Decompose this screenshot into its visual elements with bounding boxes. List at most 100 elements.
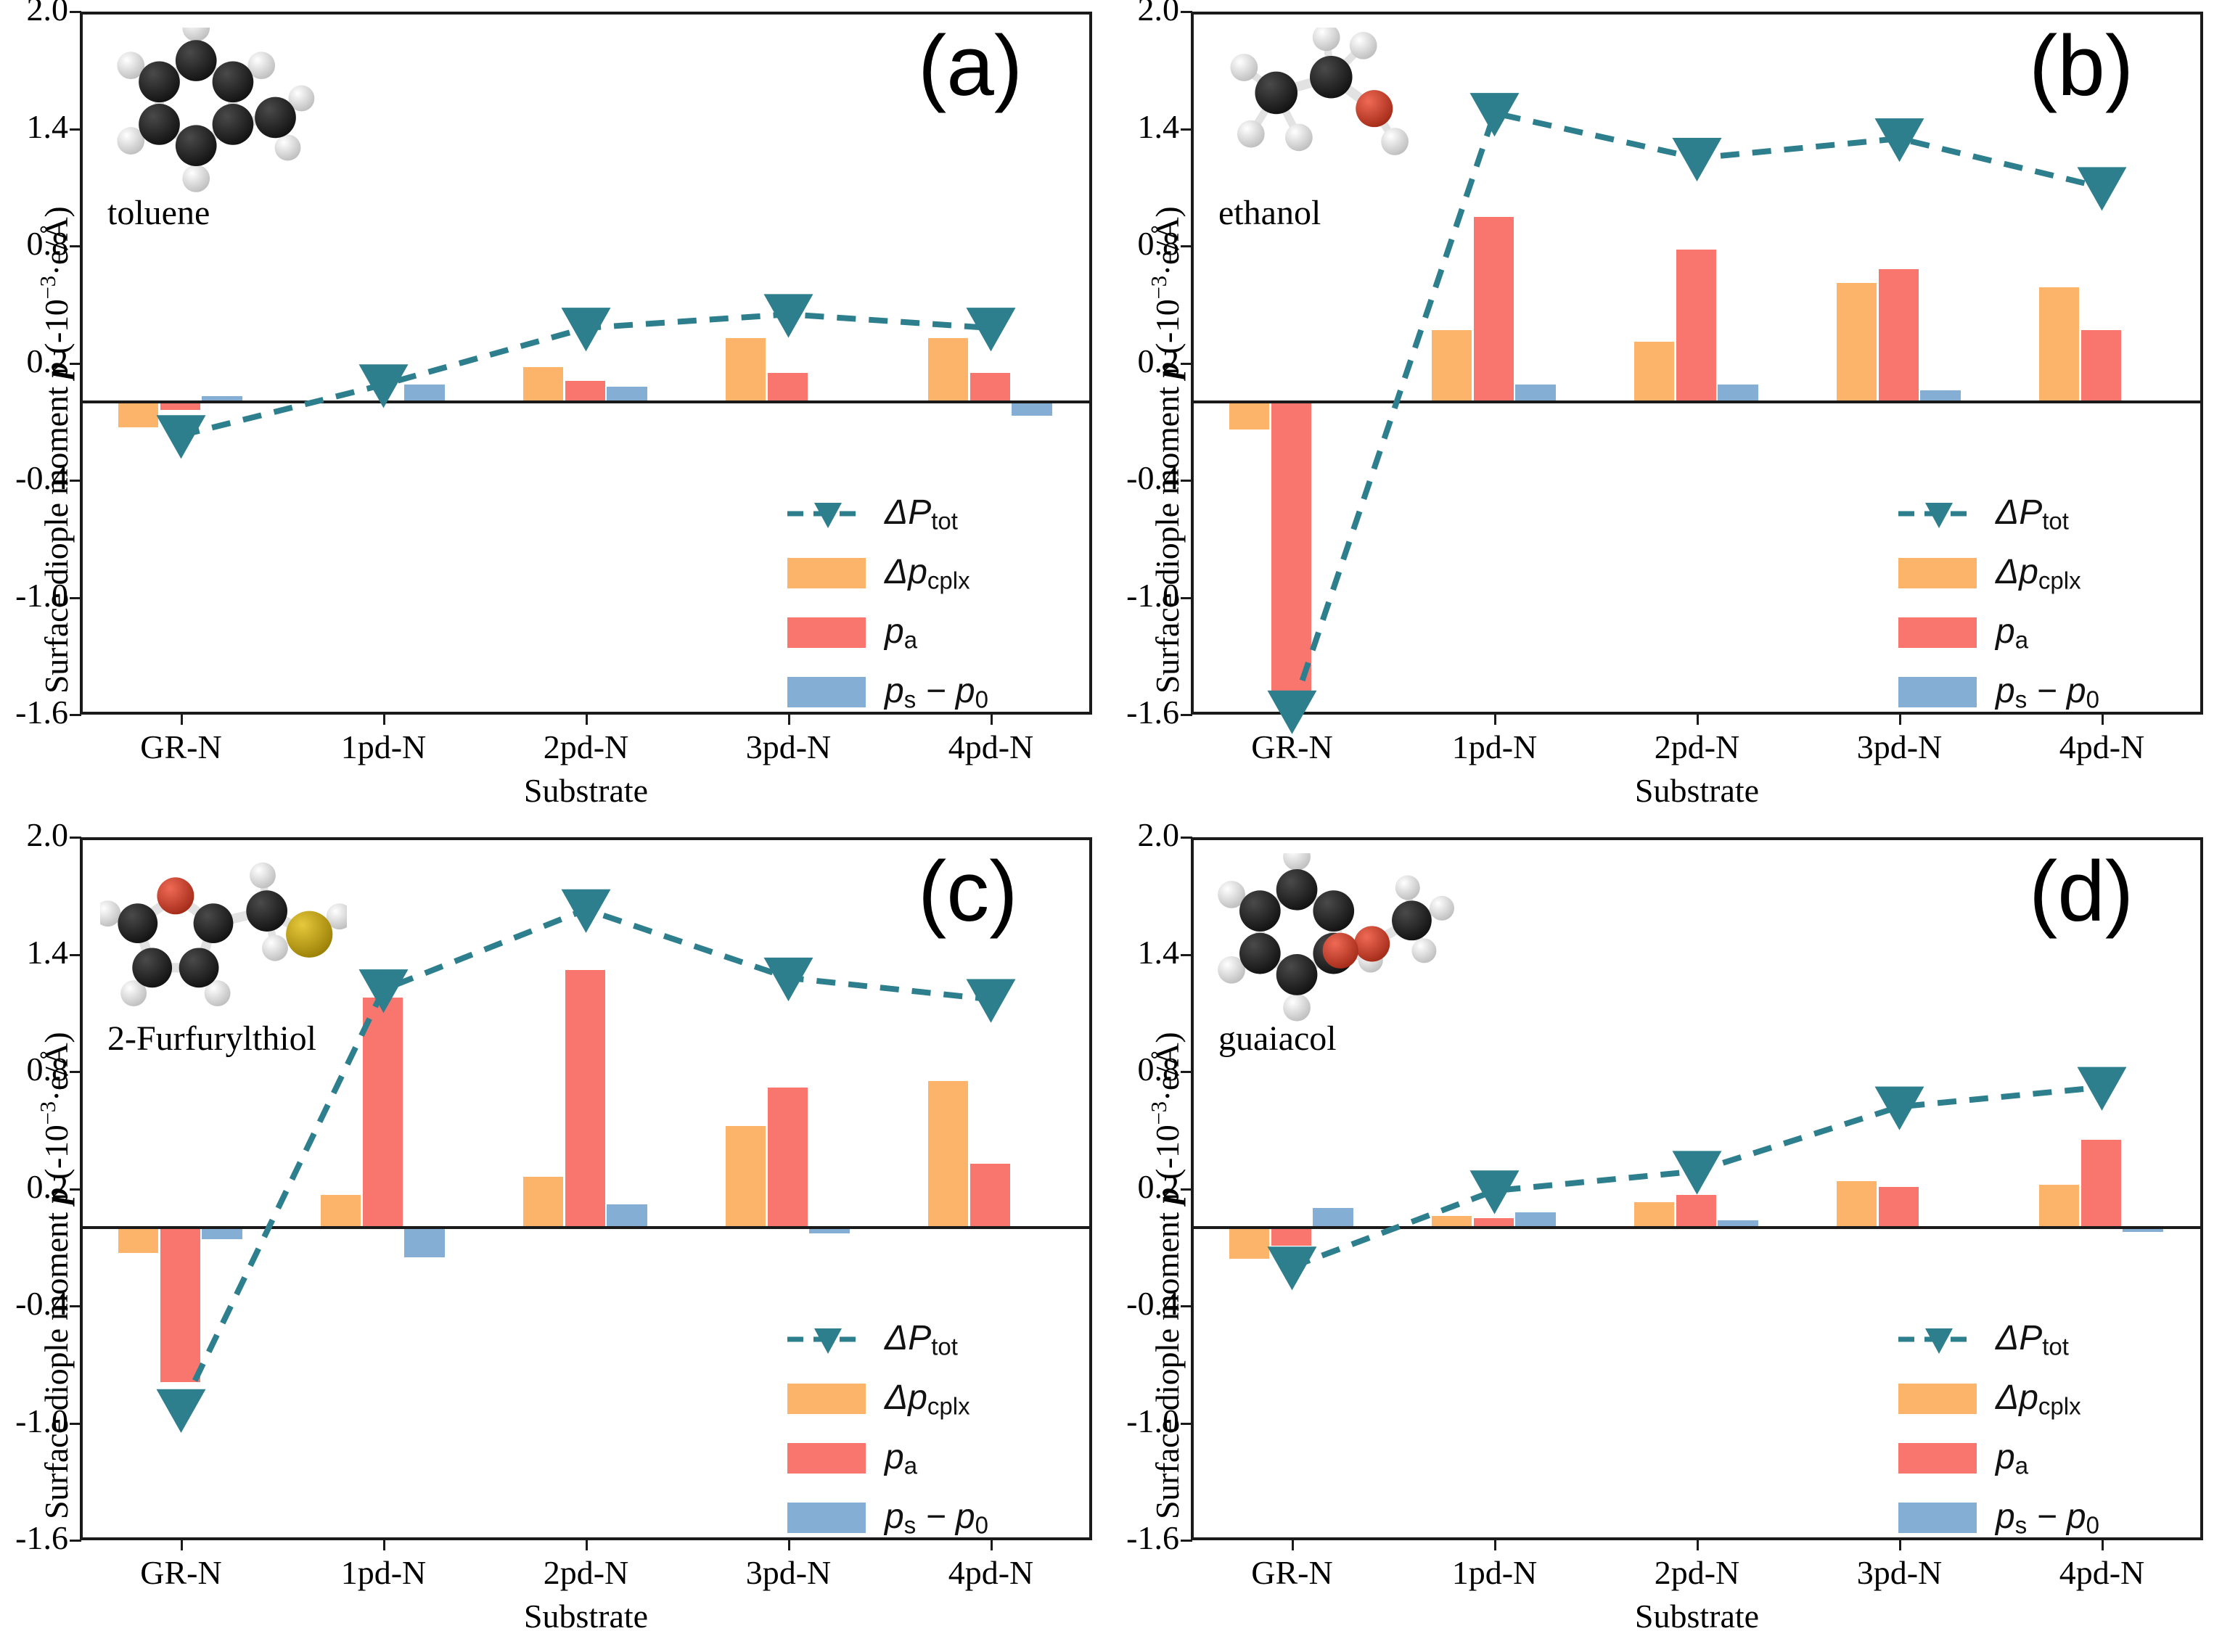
legend-item-ps_p0[interactable]: ps − p0 <box>787 1488 988 1548</box>
legend-label-dpcplx: Δpcplx <box>885 553 970 594</box>
zero-line <box>80 400 1092 404</box>
legend-item-ps_p0[interactable]: ps − p0 <box>1898 1488 2099 1548</box>
y-tick-label: -1.6 <box>15 694 68 731</box>
x-tick-label-4pd-n: 4pd-N <box>948 1554 1034 1591</box>
legend-swatch-dpcplx <box>787 558 866 589</box>
y-tick-label: 0.2 <box>26 342 69 379</box>
legend-swatch-dpcplx <box>1898 558 1977 589</box>
legend-swatch-pa <box>1898 1443 1977 1474</box>
legend-label-dPtot: ΔPtot <box>1996 1319 2069 1360</box>
legend-item-ps_p0[interactable]: ps − p0 <box>787 662 988 722</box>
bar-psp0-2pd-N <box>607 386 647 403</box>
x-tick-label-gr-n: GR-N <box>1251 1554 1333 1591</box>
zero-line <box>1191 400 2203 404</box>
y-tick-mark <box>1181 714 1192 716</box>
bar-psp0-GR-N <box>202 1228 242 1240</box>
y-tick-mark <box>1181 362 1192 365</box>
zero-line <box>1191 1226 2203 1230</box>
bar-pa-3pd-N <box>767 372 808 403</box>
legend-item-dPtot[interactable]: ΔPtot <box>787 484 988 543</box>
legend-item-dpcplx[interactable]: Δpcplx <box>787 1369 988 1429</box>
bar-pa-4pd-N <box>2080 1140 2121 1228</box>
x-tick-mark <box>1493 715 1496 725</box>
y-tick-label: 1.4 <box>26 107 69 145</box>
y-tick-label: 0.2 <box>1137 342 1180 379</box>
x-axis-label: Substrate <box>523 1598 649 1635</box>
x-tick-label-1pd-n: 1pd-N <box>1451 728 1538 765</box>
legend-swatch-pa <box>1898 617 1977 649</box>
bar-pa-GR-N <box>1271 402 1311 696</box>
y-axis-label: Surface diople moment p (-10−3·e/Å) <box>1146 206 1186 694</box>
y-tick-mark <box>70 362 81 365</box>
legend-marker-triangle-icon <box>787 1324 866 1355</box>
legend-item-dpcplx[interactable]: Δpcplx <box>787 543 988 603</box>
y-tick-mark <box>1181 837 1192 839</box>
panel-a: Surface diople moment p (-10−3·e/Å) 2.0 1.… <box>0 0 1111 826</box>
x-tick-label-gr-n: GR-N <box>1251 728 1333 765</box>
bar-pa-4pd-N <box>2080 329 2121 403</box>
legend-label-dpcplx: Δpcplx <box>885 1378 970 1420</box>
x-axis-label: Substrate <box>1634 772 1760 809</box>
bar-pa-4pd-N <box>969 1163 1010 1228</box>
x-tick-mark <box>382 1540 385 1550</box>
y-tick-mark <box>70 1305 81 1307</box>
y-tick-mark <box>70 1422 81 1425</box>
bar-pcplx-1pd-N <box>321 1194 361 1228</box>
zero-line <box>80 1226 1092 1230</box>
x-tick-label-3pd-n: 3pd-N <box>1856 728 1943 765</box>
molecule-name-label: guaiacol <box>1218 1019 1337 1058</box>
legend-item-dpcplx[interactable]: Δpcplx <box>1898 1369 2099 1429</box>
legend-item-pa[interactable]: pa <box>787 603 988 662</box>
molecule-structure-image <box>100 14 347 210</box>
legend-item-dpcplx[interactable]: Δpcplx <box>1898 543 2099 603</box>
legend-label-pa: pa <box>1996 1438 2029 1479</box>
bar-pcplx-4pd-N <box>2039 287 2080 403</box>
x-tick-mark <box>585 1540 588 1550</box>
legend-label-ps_p0: ps − p0 <box>1996 672 2099 713</box>
bar-pcplx-4pd-N <box>928 337 969 403</box>
legend-label-pa: pa <box>885 612 918 654</box>
x-tick-label-2pd-n: 2pd-N <box>543 1554 629 1591</box>
x-tick-label-2pd-n: 2pd-N <box>1654 1554 1740 1591</box>
bar-pa-2pd-N <box>1676 250 1716 403</box>
legend-label-pa: pa <box>885 1438 918 1479</box>
molecule-name-label: toluene <box>107 194 210 232</box>
bar-psp0-4pd-N <box>1012 402 1052 416</box>
y-tick-mark <box>70 1188 81 1191</box>
x-tick-mark <box>1291 1540 1294 1550</box>
legend-swatch-pa <box>787 617 866 649</box>
y-tick-mark <box>1181 953 1192 956</box>
legend-swatch-ps_p0 <box>1898 1503 1977 1534</box>
bar-pcplx-3pd-N <box>726 337 766 403</box>
legend-label-dpcplx: Δpcplx <box>1996 1378 2081 1420</box>
bar-pa-3pd-N <box>767 1087 808 1228</box>
panel-b: Surface diople moment p (-10−3·e/Å) 2.0 1.… <box>1111 0 2222 826</box>
x-tick-mark <box>1696 1540 1699 1550</box>
bar-psp0-1pd-N <box>1515 1212 1556 1228</box>
x-tick-mark <box>382 715 385 725</box>
x-tick-mark <box>585 715 588 725</box>
y-tick-label: 0.8 <box>26 225 69 262</box>
legend-item-ps_p0[interactable]: ps − p0 <box>1898 662 2099 722</box>
legend-item-pa[interactable]: pa <box>787 1429 988 1488</box>
legend-item-pa[interactable]: pa <box>1898 1429 2099 1488</box>
legend-item-dPtot[interactable]: ΔPtot <box>1898 1310 2099 1369</box>
y-tick-label: -1.6 <box>15 1519 68 1556</box>
legend-swatch-ps_p0 <box>1898 677 1977 708</box>
legend-label-dPtot: ΔPtot <box>885 1319 958 1360</box>
y-tick-mark <box>1181 1305 1192 1307</box>
x-tick-mark <box>1898 1540 1901 1550</box>
legend-item-dPtot[interactable]: ΔPtot <box>787 1310 988 1369</box>
x-tick-label-3pd-n: 3pd-N <box>1856 1554 1943 1591</box>
panel-tag: (a) <box>918 18 1023 114</box>
legend-label-ps_p0: ps − p0 <box>1996 1497 2099 1539</box>
molecule-name-label: 2-Furfurylthiol <box>107 1019 316 1058</box>
y-tick-label: 0.8 <box>26 1051 69 1088</box>
legend-item-pa[interactable]: pa <box>1898 603 2099 662</box>
legend-item-dPtot[interactable]: ΔPtot <box>1898 484 2099 543</box>
y-axis-label: Surface diople moment p (-10−3·e/Å) <box>35 1032 75 1519</box>
legend-label-dPtot: ΔPtot <box>1996 493 2069 535</box>
bar-pa-2pd-N <box>565 970 605 1228</box>
legend: ΔPtot Δpcplx pa ps − p0 <box>1898 1310 2099 1548</box>
panel-c: Surface diople moment p (-10−3·e/Å) 2.0 1.… <box>0 816 1111 1652</box>
